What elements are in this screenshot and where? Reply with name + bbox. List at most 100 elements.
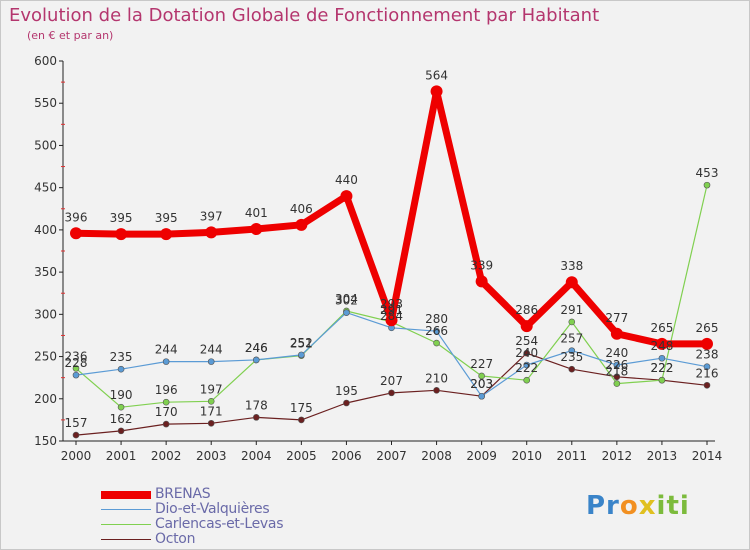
x-tick-label: 2001	[106, 449, 137, 463]
data-point	[298, 416, 305, 424]
data-point	[343, 399, 350, 407]
data-label: 207	[380, 374, 403, 388]
data-label: 266	[425, 324, 448, 338]
data-label: 222	[650, 361, 673, 375]
data-point	[703, 363, 711, 370]
y-tick-label: 600	[34, 54, 57, 68]
data-label: 196	[155, 383, 178, 397]
x-tick-label: 2003	[196, 449, 227, 463]
data-label: 395	[155, 211, 178, 225]
x-tick-label: 2002	[151, 449, 182, 463]
legend-label-2: Carlencas-et-Levas	[155, 516, 284, 532]
data-label: 246	[245, 341, 268, 355]
logo-part: iti	[656, 491, 690, 521]
data-point	[430, 85, 443, 98]
y-tick-label: 300	[34, 307, 57, 321]
x-tick-label: 2009	[466, 449, 497, 463]
data-point	[72, 365, 80, 372]
data-point	[343, 309, 350, 316]
data-label: 254	[515, 334, 538, 348]
axes: 150 200 250 300 350 400 450 500 550 600 2000 2001 20…	[34, 54, 722, 463]
legend-label-3: Octon	[155, 531, 196, 547]
data-point	[610, 327, 623, 340]
y-tick-label: 550	[34, 96, 57, 110]
data-label: 203	[470, 377, 493, 391]
data-label: 251	[290, 337, 313, 351]
data-point	[388, 389, 395, 397]
y-tick-label: 350	[34, 265, 57, 279]
data-point	[433, 327, 440, 335]
data-label: 397	[200, 209, 223, 223]
data-points	[70, 85, 713, 439]
legend-swatch-2	[101, 524, 151, 525]
y-tick-label: 400	[34, 223, 57, 237]
data-label: 277	[605, 311, 628, 325]
data-point	[252, 414, 260, 421]
data-label: 293	[380, 297, 403, 311]
data-label: 190	[110, 388, 133, 402]
data-label: 240	[605, 346, 628, 360]
data-label: 302	[335, 294, 358, 308]
data-point	[478, 392, 485, 400]
data-label: 216	[696, 366, 719, 380]
data-label: 257	[560, 332, 583, 346]
data-point	[207, 419, 215, 427]
data-label: 236	[65, 349, 88, 363]
data-point	[433, 387, 440, 394]
data-point	[250, 223, 263, 236]
data-point	[703, 181, 711, 189]
data-point	[568, 347, 576, 354]
x-tick-label: 2000	[61, 449, 92, 463]
data-point	[658, 354, 666, 362]
data-point	[478, 372, 485, 380]
data-label: 197	[200, 382, 223, 396]
y-tick-label: 250	[34, 350, 57, 364]
y-tick-label: 150	[34, 434, 57, 448]
data-label: 248	[650, 339, 673, 353]
data-point	[340, 190, 353, 203]
data-point	[207, 398, 215, 405]
data-label: 240	[515, 346, 538, 360]
data-label: 222	[515, 361, 538, 375]
data-point	[703, 381, 711, 389]
data-label: 395	[110, 211, 133, 225]
x-tick-label: 2007	[376, 449, 407, 463]
data-label: 210	[425, 371, 448, 385]
logo-part: o	[619, 491, 639, 521]
x-tick-label: 2008	[421, 449, 452, 463]
data-point	[475, 275, 488, 288]
data-label: 218	[605, 365, 628, 379]
legend-swatch-3	[101, 539, 151, 540]
logo-part: Pr	[586, 491, 620, 521]
legend-label-0: BRENAS	[155, 486, 211, 502]
data-label: 564	[425, 68, 448, 82]
data-label: 453	[696, 166, 719, 180]
data-label: 396	[65, 210, 88, 224]
data-point	[523, 349, 531, 357]
chart-title: Evolution de la Dotation Globale de Fonc…	[9, 5, 600, 26]
data-point	[613, 373, 621, 381]
data-label: 244	[155, 343, 178, 357]
data-label: 238	[696, 348, 719, 362]
data-point	[72, 431, 80, 439]
data-point	[162, 358, 170, 365]
data-label: 228	[65, 356, 88, 370]
data-label: 244	[200, 343, 223, 357]
data-label: 227	[470, 357, 493, 371]
legend-label-1: Dio-et-Valquières	[155, 501, 270, 517]
data-point	[523, 376, 531, 384]
data-labels: 396 395 395 397 401 406 440 293 564 339 286 338 277 2…	[65, 68, 719, 430]
data-label: 235	[110, 350, 133, 364]
x-tick-label: 2014	[692, 449, 723, 463]
data-label: 195	[335, 384, 358, 398]
data-point	[655, 337, 668, 350]
data-point	[385, 314, 398, 327]
data-label: 157	[65, 416, 88, 430]
data-label: 291	[380, 303, 403, 317]
data-point	[117, 365, 125, 373]
data-label: 265	[696, 321, 719, 335]
data-label: 291	[560, 303, 583, 317]
legend-swatch-1	[101, 509, 151, 510]
